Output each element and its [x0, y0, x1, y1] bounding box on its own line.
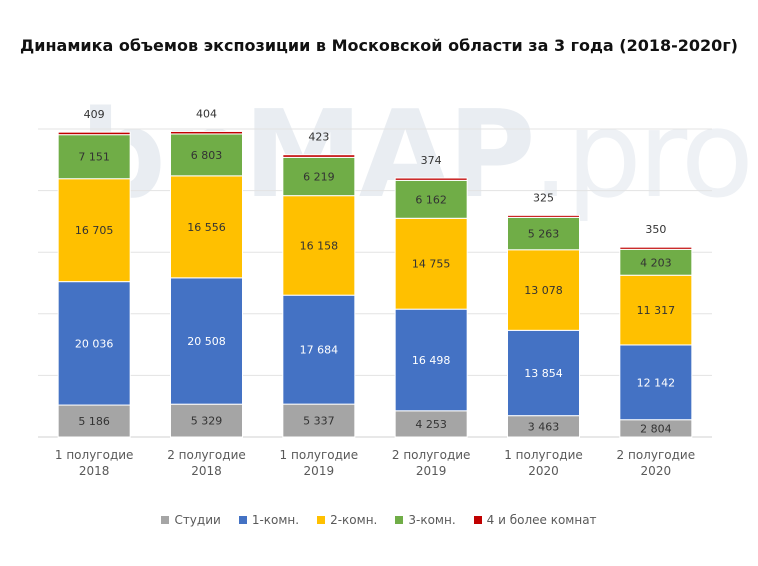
data-label: 5 263: [528, 228, 560, 241]
x-tick-label: 2 полугодие: [392, 448, 471, 462]
bar-segment: [507, 249, 580, 331]
data-label: 5 186: [78, 415, 110, 428]
data-label: 6 219: [303, 171, 335, 184]
legend-item: Студии: [161, 513, 221, 527]
bar-segment: [394, 177, 468, 181]
legend-label: 3-комн.: [408, 513, 456, 527]
data-label: 16 705: [75, 224, 114, 237]
data-label: 20 508: [187, 335, 226, 348]
bar-segment: [394, 179, 468, 219]
data-label: 20 036: [75, 337, 114, 350]
x-tick-label: 2020: [528, 464, 559, 478]
bar-segment: [57, 404, 131, 438]
total-label: 423: [308, 131, 329, 144]
data-label: 6 162: [415, 193, 447, 206]
data-label: 16 498: [412, 354, 451, 367]
data-label: 3 463: [528, 420, 560, 433]
bar-segment: [394, 217, 468, 310]
x-tick-label: 2018: [79, 464, 110, 478]
total-label: 374: [421, 154, 442, 167]
bar-segment: [57, 178, 131, 283]
x-tick-label: 2019: [304, 464, 335, 478]
legend-item: 3-комн.: [395, 513, 456, 527]
data-label: 17 684: [300, 344, 339, 357]
data-label: 2 804: [640, 422, 672, 435]
x-tick-label: 1 полугодие: [55, 448, 134, 462]
bar-segment: [619, 274, 693, 346]
bar-segment: [170, 277, 243, 405]
data-label: 4 253: [415, 418, 447, 431]
data-label: 6 803: [191, 149, 223, 162]
legend-swatch: [395, 516, 404, 524]
total-label: 350: [645, 223, 666, 236]
data-label: 13 854: [524, 367, 563, 380]
legend-swatch: [238, 516, 247, 524]
bar-segment: [282, 154, 356, 158]
data-label: 5 337: [303, 415, 335, 428]
data-label: 5 329: [191, 415, 223, 428]
legend-label: 4 и более комнат: [486, 513, 597, 527]
bar-segment: [507, 329, 580, 417]
data-label: 4 203: [640, 256, 672, 269]
legend-label: 2-комн.: [330, 513, 378, 527]
legend-swatch: [473, 516, 482, 524]
data-label: 14 755: [412, 258, 451, 271]
data-label: 12 142: [637, 376, 676, 389]
x-tick-label: 2 полугодие: [167, 448, 246, 462]
bar-segment: [619, 248, 693, 276]
legend-item: 1-комн.: [238, 513, 300, 527]
bar-segment: [507, 214, 580, 218]
bar-segment: [170, 130, 243, 135]
total-label: 409: [84, 108, 105, 121]
legend-item: 2-комн.: [317, 513, 377, 527]
x-tick-label: 2 полугодие: [617, 448, 696, 462]
data-label: 13 078: [524, 284, 563, 297]
x-tick-label: 1 полугодие: [504, 448, 583, 462]
x-tick-label: 2020: [641, 464, 672, 478]
legend-swatch: [317, 516, 326, 524]
legend-item: 4 и более комнат: [473, 513, 597, 527]
data-label: 11 317: [637, 304, 676, 317]
bar-segment: [282, 403, 356, 438]
data-label: 7 151: [78, 151, 110, 164]
bar-segment: [619, 246, 693, 250]
bar-segment: [170, 133, 243, 177]
bar-segment: [282, 195, 356, 296]
bar-segment: [57, 131, 131, 136]
total-label: 404: [196, 107, 217, 120]
chart-legend: Студии 1-комн. 2-комн. 3-комн. 4 и более ком…: [0, 513, 758, 527]
legend-swatch: [161, 516, 170, 524]
x-tick-label: 2018: [191, 464, 222, 478]
x-tick-label: 1 полугодие: [280, 448, 359, 462]
data-label: 16 556: [187, 221, 226, 234]
bar-segment: [170, 175, 243, 279]
bar-segment: [282, 294, 356, 405]
x-tick-label: 2019: [416, 464, 447, 478]
legend-label: Студии: [174, 513, 221, 527]
chart-title: Динамика объемов экспозиции в Московской…: [20, 36, 738, 55]
bar-segment: [57, 281, 131, 406]
legend-label: 1-комн.: [251, 513, 300, 527]
data-label: 16 158: [300, 239, 339, 252]
watermark-logo: bnMAP.pro: [80, 86, 754, 225]
total-label: 325: [533, 191, 554, 204]
